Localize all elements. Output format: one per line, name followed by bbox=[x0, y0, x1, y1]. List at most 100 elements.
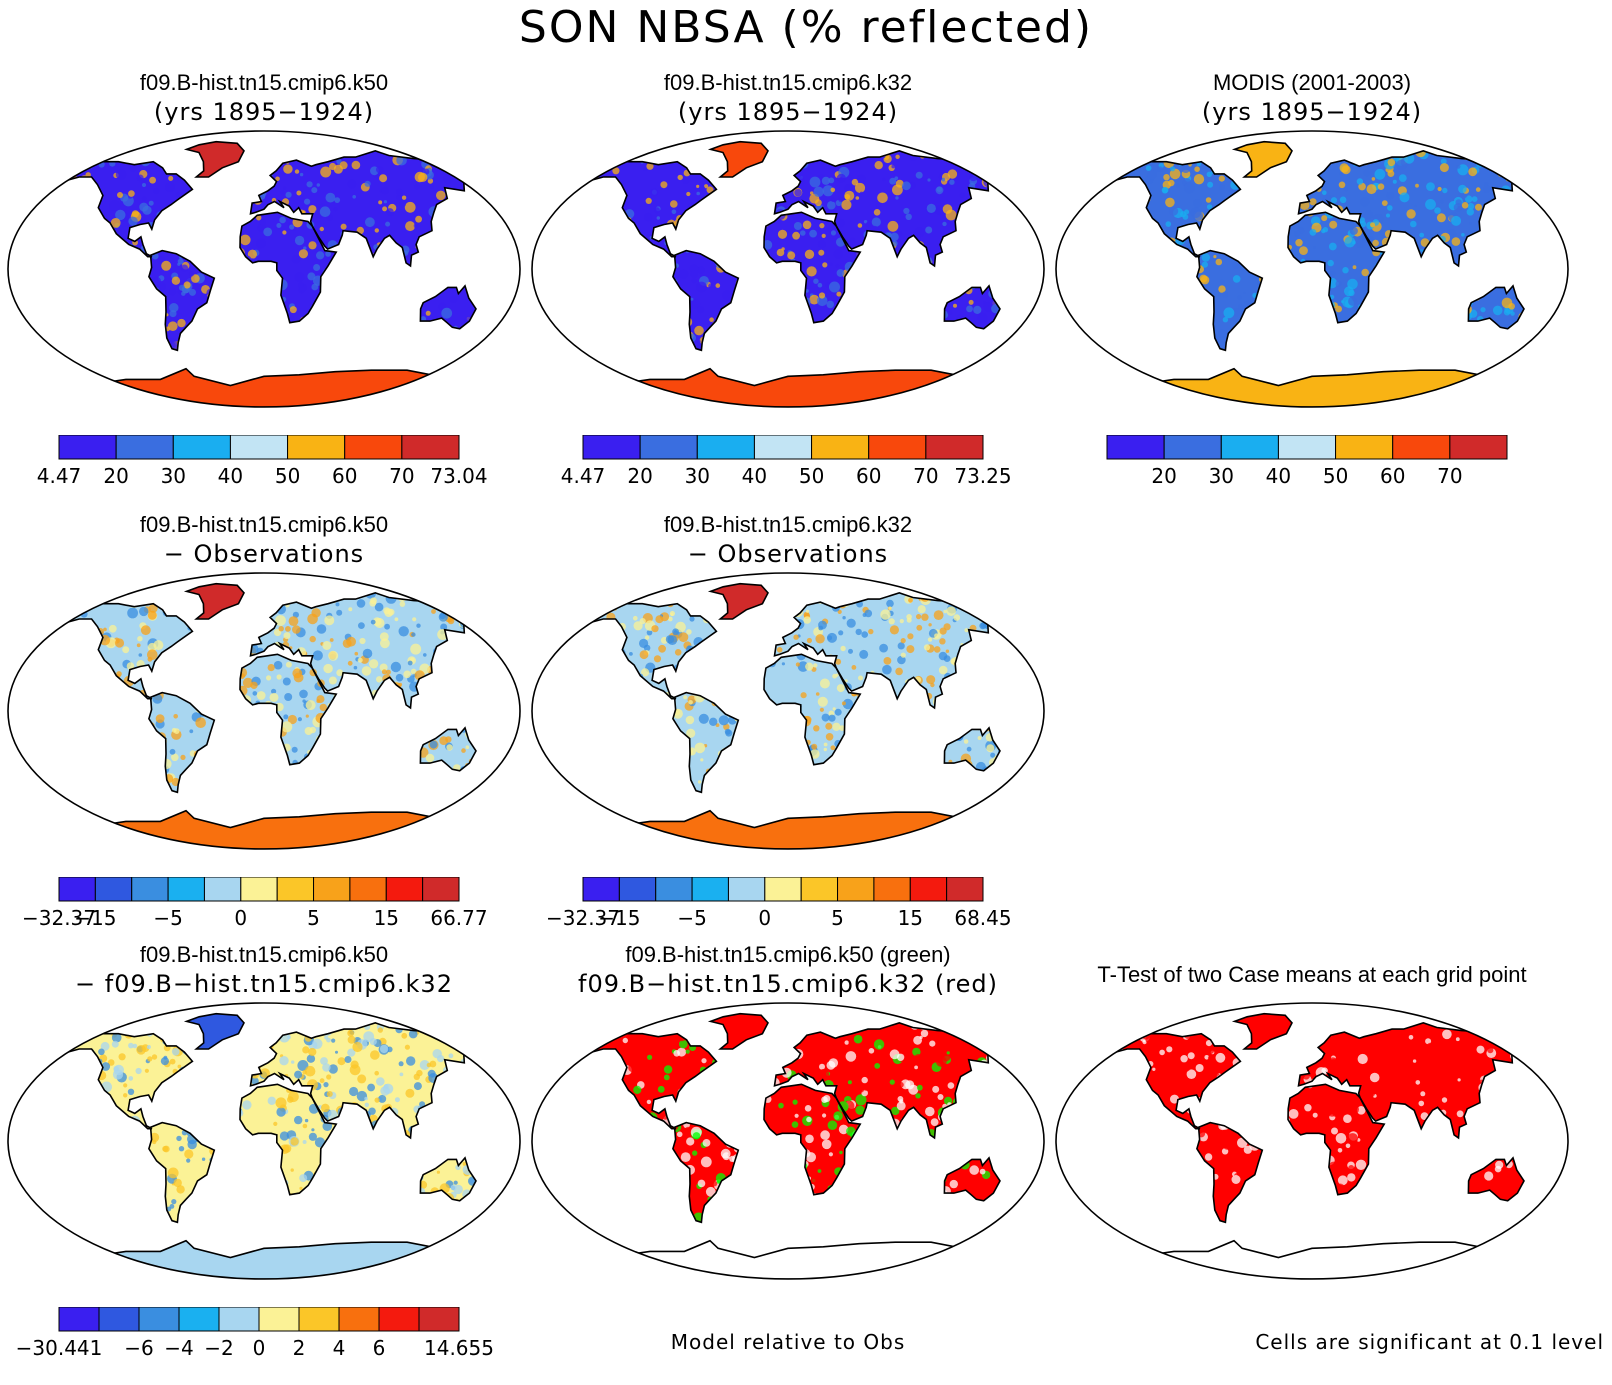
land-layer bbox=[1102, 1013, 1526, 1279]
colorbar-tick-label: 70 bbox=[1437, 464, 1462, 488]
world-map bbox=[1055, 1002, 1569, 1280]
land-layer bbox=[54, 583, 478, 849]
colorbar-swatch bbox=[349, 877, 387, 902]
colorbar-swatch bbox=[98, 1307, 140, 1332]
colorbar-tick-label: 4.47 bbox=[37, 464, 82, 488]
colorbar-tick-label: 40 bbox=[742, 464, 767, 488]
colorbar-swatch bbox=[58, 1307, 100, 1332]
colorbar-swatch bbox=[58, 435, 117, 460]
map-border bbox=[1055, 130, 1569, 408]
map-border bbox=[7, 1002, 521, 1280]
greenland-landmass bbox=[1234, 141, 1292, 177]
colorbar-swatch bbox=[338, 1307, 380, 1332]
map-border bbox=[531, 130, 1045, 408]
colorbar-tick-label: 40 bbox=[1266, 464, 1291, 488]
colorbar-tick-label: −2 bbox=[204, 1336, 233, 1360]
colorbar-tick-label: 5 bbox=[831, 906, 844, 930]
colorbar-tick-label: 20 bbox=[627, 464, 652, 488]
colorbar: 20 30 40 50 60 70 bbox=[1106, 435, 1508, 488]
colorbar-swatch bbox=[258, 1307, 300, 1332]
colorbar-tick-label: 6 bbox=[373, 1336, 386, 1360]
colorbar-swatch bbox=[138, 1307, 180, 1332]
panel-title: f09.B-hist.tn15.cmip6.k50 bbox=[139, 942, 389, 967]
colorbar-swatch bbox=[287, 435, 346, 460]
africa-landmass bbox=[764, 654, 861, 765]
panel-title: f09.B-hist.tn15.cmip6.k50 bbox=[139, 512, 389, 537]
colorbar-swatch bbox=[1220, 435, 1279, 460]
colorbar-swatch bbox=[727, 877, 766, 902]
colorbar: 4.47 20 30 40 50 60 70 73.25 bbox=[561, 435, 1012, 488]
colorbar-swatch bbox=[925, 435, 984, 460]
colorbar-tick-label: 4.47 bbox=[561, 464, 606, 488]
australia-landmass bbox=[1468, 1157, 1524, 1201]
colorbar-swatch bbox=[313, 877, 351, 902]
colorbar-tick-label: 50 bbox=[799, 464, 824, 488]
southAmerica-landmass bbox=[148, 250, 215, 351]
eurasia-landmass bbox=[774, 1022, 1002, 1138]
land-layer bbox=[578, 1013, 1002, 1279]
colorbar-swatch bbox=[229, 435, 289, 460]
colorbar-swatch bbox=[94, 877, 133, 902]
field-texture bbox=[60, 592, 478, 793]
northAmerica-landmass bbox=[60, 160, 193, 257]
greenland-landmass bbox=[710, 1013, 768, 1049]
colorbar-tick-label: 15 bbox=[898, 906, 923, 930]
antarctica-landmass bbox=[1102, 1240, 1522, 1279]
world-map bbox=[531, 572, 1045, 850]
colorbar-swatch bbox=[240, 877, 278, 902]
colorbar-swatch bbox=[167, 877, 205, 902]
colorbar-tick-label: −5 bbox=[677, 906, 706, 930]
colorbar-swatch bbox=[837, 877, 875, 902]
panel-k50-minus-obs: f09.B-hist.tn15.cmip6.k50 − Observations… bbox=[4, 512, 524, 952]
colorbar-swatch bbox=[401, 435, 460, 460]
colorbar-tick-label: −32.37 bbox=[546, 906, 620, 930]
colorbar-tick-label: 0 bbox=[758, 906, 771, 930]
northAmerica-landmass bbox=[584, 160, 717, 257]
colorbar-swatch bbox=[1277, 435, 1337, 460]
panel-subtitle: − Observations bbox=[163, 540, 365, 568]
land-layer bbox=[578, 141, 1002, 407]
colorbar-swatch bbox=[218, 1307, 260, 1332]
colorbar-swatch bbox=[418, 1307, 460, 1332]
colorbar-tick-label: 2 bbox=[293, 1336, 306, 1360]
eurasia-landmass bbox=[1298, 1022, 1526, 1138]
world-map bbox=[1055, 130, 1569, 408]
colorbar-tick-label: 0 bbox=[253, 1336, 266, 1360]
panel-subtitle: − Observations bbox=[687, 540, 889, 568]
greenland-landmass bbox=[186, 583, 244, 619]
colorbar-tick-label: 66.77 bbox=[430, 906, 487, 930]
panel-title: f09.B-hist.tn15.cmip6.k32 bbox=[663, 512, 913, 537]
panel-title: T-Test of two Case means at each grid po… bbox=[1097, 962, 1527, 987]
greenland-landmass bbox=[186, 141, 244, 177]
colorbar-tick-label: 14.655 bbox=[424, 1336, 494, 1360]
model-relative-note: Model relative to Obs bbox=[670, 1330, 906, 1354]
colorbar-swatch bbox=[1335, 435, 1394, 460]
colorbar-swatch bbox=[1392, 435, 1451, 460]
antarctica-landmass bbox=[54, 368, 474, 407]
colorbar-swatch bbox=[298, 1307, 340, 1332]
colorbar-swatch bbox=[618, 877, 657, 902]
colorbar-swatch bbox=[800, 877, 839, 902]
panel-k50-minus-k32: f09.B-hist.tn15.cmip6.k50 − f09.B−hist.t… bbox=[4, 942, 524, 1382]
colorbar-swatch bbox=[172, 435, 231, 460]
panel-model-relative-to-obs: f09.B-hist.tn15.cmip6.k50 (green) f09.B−… bbox=[528, 942, 1048, 1382]
colorbar-tick-label: 30 bbox=[685, 464, 710, 488]
colorbar-tick-label: 60 bbox=[332, 464, 357, 488]
colorbar-tick-label: 60 bbox=[856, 464, 881, 488]
colorbar: 4.47 20 30 40 50 60 70 73.04 bbox=[37, 435, 488, 488]
panel-title: f09.B-hist.tn15.cmip6.k50 bbox=[139, 70, 389, 95]
southAmerica-landmass bbox=[672, 250, 739, 351]
antarctica-landmass bbox=[578, 1240, 998, 1279]
antarctica-landmass bbox=[578, 368, 998, 407]
colorbar-swatch bbox=[378, 1307, 420, 1332]
antarctica-landmass bbox=[578, 810, 998, 849]
panel-k50-mean: f09.B-hist.tn15.cmip6.k50 (yrs 1895−1924… bbox=[4, 70, 524, 510]
colorbar-swatch bbox=[582, 877, 620, 902]
land-layer bbox=[54, 141, 478, 407]
colorbar-swatch bbox=[131, 877, 169, 902]
map-border bbox=[531, 572, 1045, 850]
colorbar-tick-label: 30 bbox=[161, 464, 186, 488]
panel-subtitle: (yrs 1895−1924) bbox=[1201, 98, 1423, 126]
eurasia-landmass bbox=[1298, 150, 1526, 266]
colorbar-tick-label: −6 bbox=[124, 1336, 153, 1360]
